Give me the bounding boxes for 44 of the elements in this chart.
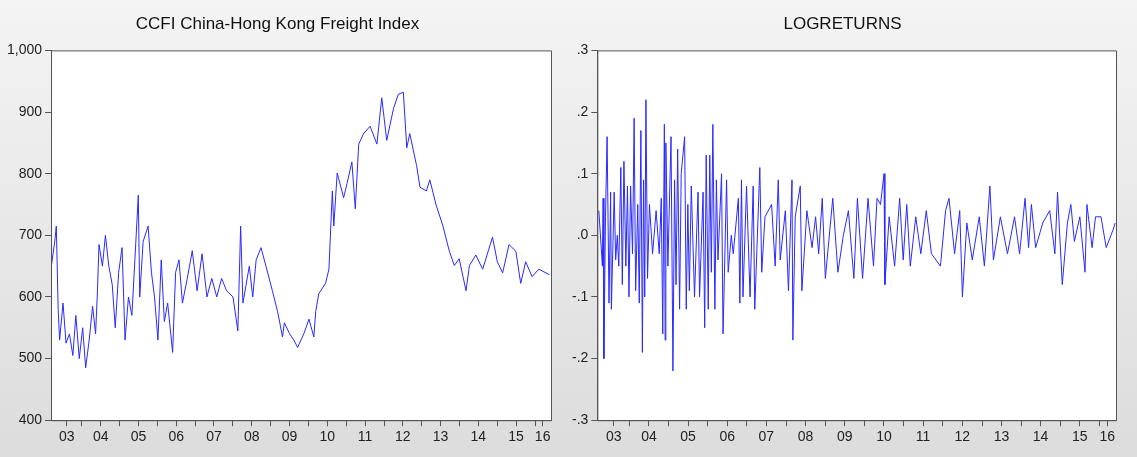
x-tick-label: 09 — [281, 428, 298, 445]
x-tick-label: 15 — [1071, 428, 1088, 445]
x-tick-label: 10 — [319, 428, 336, 445]
y-tick-label: 900 — [18, 102, 43, 119]
y-tick-label: 400 — [18, 411, 43, 428]
x-tick-label: 09 — [836, 428, 853, 445]
x-tick-label: 08 — [797, 428, 814, 445]
y-tick-label: -.2 — [571, 349, 589, 366]
x-tick-label: 12 — [954, 428, 971, 445]
chart-title: CCFI China-Hong Kong Freight Index — [135, 13, 420, 33]
x-tick-label: 14 — [1032, 428, 1049, 445]
x-tick-label: 10 — [876, 428, 892, 445]
chart-title: LOGRETURNS — [783, 13, 902, 33]
x-tick-label: 06 — [168, 428, 185, 445]
x-tick-label: 12 — [395, 428, 411, 445]
x-tick-label: 14 — [470, 428, 487, 445]
y-tick-label: .2 — [576, 102, 589, 119]
x-tick-label: 16 — [1099, 428, 1116, 445]
x-tick-label: 11 — [357, 428, 373, 445]
x-tick-label: 05 — [680, 428, 697, 445]
x-tick-label: 13 — [993, 428, 1010, 445]
x-tick-label: 11 — [915, 428, 931, 445]
x-tick-label: 07 — [206, 428, 222, 445]
y-tick-label: 600 — [18, 287, 43, 304]
y-tick-label: .0 — [576, 226, 589, 243]
x-tick-label: 04 — [641, 428, 657, 445]
x-tick-label: 03 — [59, 428, 75, 445]
y-tick-label: -.1 — [571, 287, 589, 304]
x-tick-label: 06 — [719, 428, 736, 445]
y-tick-label: 1,000 — [6, 41, 43, 58]
x-tick-label: 04 — [92, 428, 109, 445]
x-tick-label: 15 — [508, 428, 525, 445]
x-tick-label: 07 — [758, 428, 775, 445]
y-tick-label: -.3 — [571, 411, 589, 428]
y-tick-label: .1 — [576, 164, 589, 181]
x-tick-label: 08 — [244, 428, 260, 445]
x-tick-label: 05 — [130, 428, 147, 445]
x-tick-label: 03 — [605, 428, 622, 445]
x-tick-label: 16 — [534, 428, 551, 445]
y-tick-label: 700 — [18, 226, 43, 243]
y-tick-label: 800 — [18, 164, 43, 181]
y-tick-label: 500 — [18, 349, 43, 366]
x-tick-label: 13 — [432, 428, 449, 445]
y-tick-label: .3 — [576, 41, 589, 58]
